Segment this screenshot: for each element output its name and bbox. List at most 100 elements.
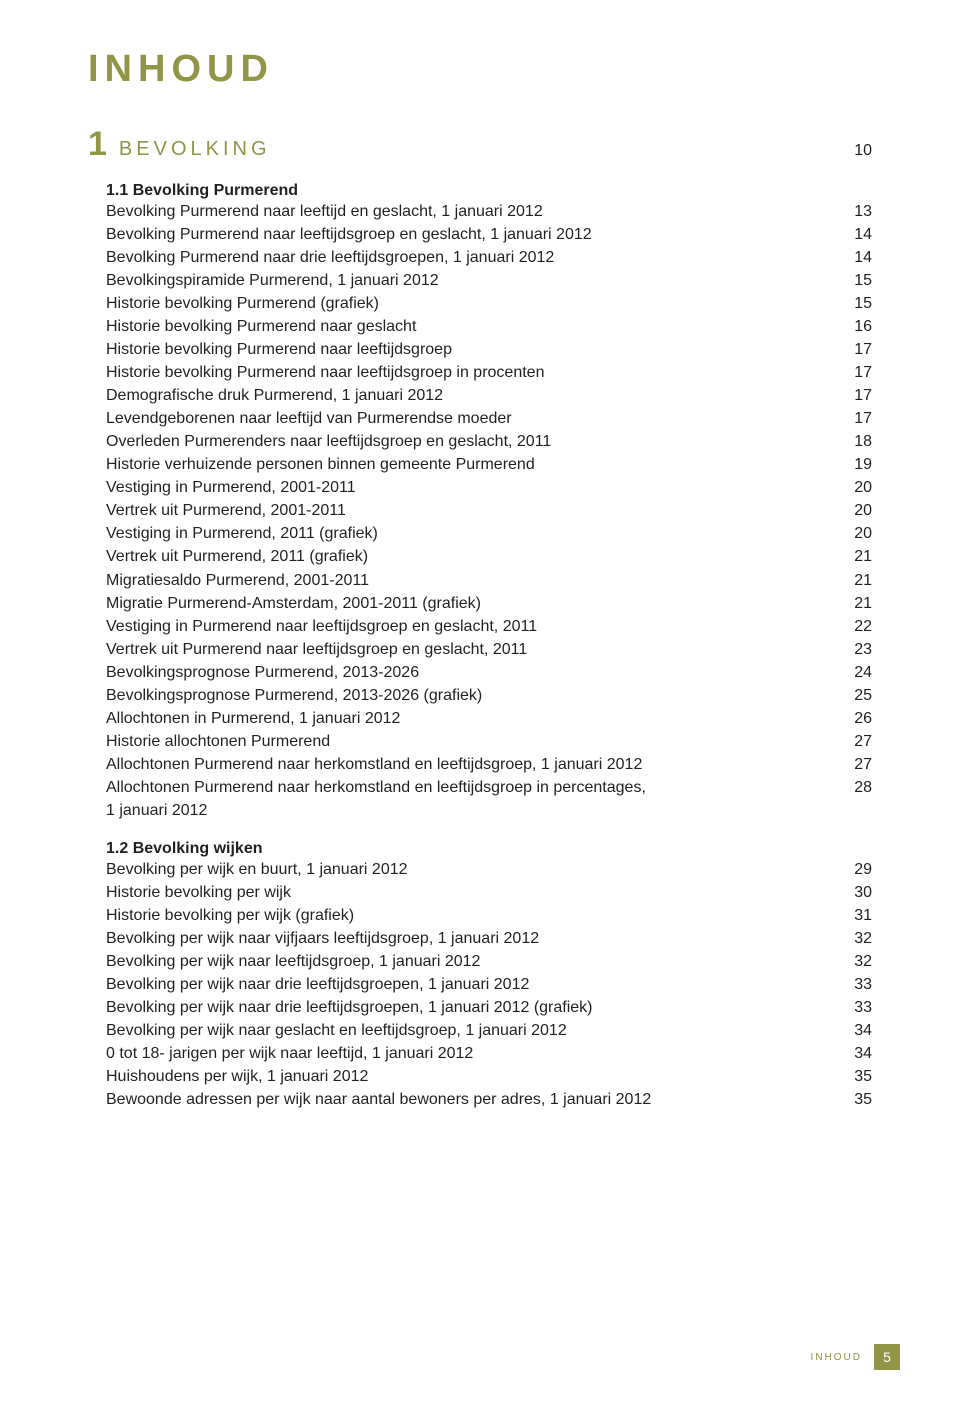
- toc-entry: Bevolkingspiramide Purmerend, 1 januari …: [106, 269, 872, 292]
- toc-entry: Historie verhuizende personen binnen gem…: [106, 453, 872, 476]
- toc-entry-label: 0 tot 18- jarigen per wijk naar leeftijd…: [106, 1042, 840, 1065]
- toc-entry-page: 34: [840, 1019, 872, 1042]
- toc-entry-label: Historie verhuizende personen binnen gem…: [106, 453, 840, 476]
- toc-entry-label: Historie bevolking Purmerend naar geslac…: [106, 315, 840, 338]
- toc-entry: Historie bevolking Purmerend naar leefti…: [106, 361, 872, 384]
- toc-entry: Migratie Purmerend-Amsterdam, 2001-2011 …: [106, 592, 872, 615]
- toc-entry-label: Huishoudens per wijk, 1 januari 2012: [106, 1065, 840, 1088]
- toc-entry: Historie bevolking per wijk30: [106, 881, 872, 904]
- toc-entry-label: Bevolking Purmerend naar leeftijdsgroep …: [106, 223, 840, 246]
- toc-entry: Historie bevolking Purmerend (grafiek)15: [106, 292, 872, 315]
- toc-entry-page: 18: [840, 430, 872, 453]
- toc-entry-label: Migratiesaldo Purmerend, 2001-2011: [106, 569, 840, 592]
- toc-entry: Bevolking Purmerend naar leeftijd en ges…: [106, 200, 872, 223]
- toc-entry-page: 32: [840, 950, 872, 973]
- toc-entry-page: 35: [840, 1088, 872, 1111]
- toc-entry-page: 17: [840, 407, 872, 430]
- toc-entry-label: Demografische druk Purmerend, 1 januari …: [106, 384, 840, 407]
- page-title: INHOUD: [88, 48, 872, 91]
- toc-entry-page: 35: [840, 1065, 872, 1088]
- toc-entry-page: 33: [840, 973, 872, 996]
- toc-entry-page: 15: [840, 292, 872, 315]
- toc-entry-label: Vestiging in Purmerend, 2011 (grafiek): [106, 522, 840, 545]
- toc-entry-label: Vertrek uit Purmerend, 2011 (grafiek): [106, 545, 840, 568]
- toc-entry-page: 17: [840, 384, 872, 407]
- page-footer: INHOUD 5: [811, 1344, 900, 1370]
- toc-entry-label: Bevolkingsprognose Purmerend, 2013-2026: [106, 661, 840, 684]
- toc-entry-page: 14: [840, 246, 872, 269]
- toc-entry: Bevolking per wijk en buurt, 1 januari 2…: [106, 858, 872, 881]
- toc-entry-page: 21: [840, 545, 872, 568]
- toc-entry-label: Historie bevolking Purmerend (grafiek): [106, 292, 840, 315]
- toc-entry-label: Bevolkingspiramide Purmerend, 1 januari …: [106, 269, 840, 292]
- toc-entry: Bewoonde adressen per wijk naar aantal b…: [106, 1088, 872, 1111]
- footer-page-number: 5: [874, 1344, 900, 1370]
- toc-entry-page: 27: [840, 730, 872, 753]
- toc-entry: Vestiging in Purmerend naar leeftijdsgro…: [106, 615, 872, 638]
- toc-entry: Allochtonen in Purmerend, 1 januari 2012…: [106, 707, 872, 730]
- toc-entry-label: Historie bevolking Purmerend naar leefti…: [106, 338, 840, 361]
- toc-entry-label: Allochtonen Purmerend naar herkomstland …: [106, 753, 840, 776]
- toc-entry-label: Bevolking per wijk naar leeftijdsgroep, …: [106, 950, 840, 973]
- toc-entry-page: 16: [840, 315, 872, 338]
- section-2-title: 1.2 Bevolking wijken: [88, 840, 872, 858]
- toc-entry-page: 20: [840, 499, 872, 522]
- toc-entry-label: Migratie Purmerend-Amsterdam, 2001-2011 …: [106, 592, 840, 615]
- toc-entry: Vertrek uit Purmerend, 2001-201120: [106, 499, 872, 522]
- toc-entry-label: Overleden Purmerenders naar leeftijdsgro…: [106, 430, 840, 453]
- toc-entry: Bevolkingsprognose Purmerend, 2013-2026 …: [106, 684, 872, 707]
- toc-entry-page: 33: [840, 996, 872, 1019]
- toc-entry-page: 21: [840, 569, 872, 592]
- toc-entry-label: Bevolking per wijk en buurt, 1 januari 2…: [106, 858, 840, 881]
- toc-entry: Bevolking per wijk naar drie leeftijdsgr…: [106, 996, 872, 1019]
- toc-entry-page: 24: [840, 661, 872, 684]
- toc-entry-page: 25: [840, 684, 872, 707]
- toc-entry-label: Historie bevolking per wijk: [106, 881, 840, 904]
- toc-entry: Vertrek uit Purmerend naar leeftijdsgroe…: [106, 638, 872, 661]
- toc-entry-label: Vestiging in Purmerend, 2001-2011: [106, 476, 840, 499]
- toc-entry-label: Allochtonen in Purmerend, 1 januari 2012: [106, 707, 840, 730]
- toc-entry-label: Vestiging in Purmerend naar leeftijdsgro…: [106, 615, 840, 638]
- toc-entry: Bevolking per wijk naar drie leeftijdsgr…: [106, 973, 872, 996]
- toc-entry-label: Bewoonde adressen per wijk naar aantal b…: [106, 1088, 840, 1111]
- toc-entry: Huishoudens per wijk, 1 januari 201235: [106, 1065, 872, 1088]
- document-page: INHOUD 1 BEVOLKING 10 1.1 Bevolking Purm…: [0, 0, 960, 1402]
- toc-entry-page: 22: [840, 615, 872, 638]
- toc-entry: Historie bevolking Purmerend naar geslac…: [106, 315, 872, 338]
- toc-entry: Vertrek uit Purmerend, 2011 (grafiek)21: [106, 545, 872, 568]
- toc-entry: Demografische druk Purmerend, 1 januari …: [106, 384, 872, 407]
- chapter-row: 1 BEVOLKING 10: [88, 125, 872, 164]
- footer-label: INHOUD: [811, 1352, 862, 1363]
- toc-entry-label: Bevolking per wijk naar geslacht en leef…: [106, 1019, 840, 1042]
- toc-entry: Allochtonen Purmerend naar herkomstland …: [106, 776, 872, 822]
- toc-entry-label: Bevolking Purmerend naar leeftijd en ges…: [106, 200, 840, 223]
- toc-entry: Allochtonen Purmerend naar herkomstland …: [106, 753, 872, 776]
- toc-entry: Bevolking Purmerend naar leeftijdsgroep …: [106, 223, 872, 246]
- toc-entry-page: 27: [840, 753, 872, 776]
- toc-entry: Vestiging in Purmerend, 2001-201120: [106, 476, 872, 499]
- toc-entry-label: Historie bevolking per wijk (grafiek): [106, 904, 840, 927]
- toc-entry-label: Bevolking per wijk naar vijfjaars leefti…: [106, 927, 840, 950]
- toc-entry-page: 30: [840, 881, 872, 904]
- toc-entry-label: Bevolking per wijk naar drie leeftijdsgr…: [106, 973, 840, 996]
- toc-entry-label: Vertrek uit Purmerend naar leeftijdsgroe…: [106, 638, 840, 661]
- toc-entry-page: 29: [840, 858, 872, 881]
- toc-entry-page: 17: [840, 361, 872, 384]
- toc-entry-page: 26: [840, 707, 872, 730]
- toc-entry-label: Vertrek uit Purmerend, 2001-2011: [106, 499, 840, 522]
- toc-entry-page: 21: [840, 592, 872, 615]
- toc-entry: Bevolking Purmerend naar drie leeftijdsg…: [106, 246, 872, 269]
- toc-entry: Levendgeborenen naar leeftijd van Purmer…: [106, 407, 872, 430]
- chapter-number: 1: [88, 125, 109, 164]
- toc-entry-page: 17: [840, 338, 872, 361]
- toc-entry-page: 31: [840, 904, 872, 927]
- toc-entry: Bevolking per wijk naar vijfjaars leefti…: [106, 927, 872, 950]
- toc-entry-label: Bevolkingsprognose Purmerend, 2013-2026 …: [106, 684, 840, 707]
- toc-entry-page: 34: [840, 1042, 872, 1065]
- toc-section-1: Bevolking Purmerend naar leeftijd en ges…: [88, 200, 872, 822]
- toc-entry: Vestiging in Purmerend, 2011 (grafiek)20: [106, 522, 872, 545]
- chapter-page: 10: [854, 142, 872, 160]
- toc-entry-label: Allochtonen Purmerend naar herkomstland …: [106, 776, 840, 822]
- toc-entry-page: 23: [840, 638, 872, 661]
- toc-entry-page: 14: [840, 223, 872, 246]
